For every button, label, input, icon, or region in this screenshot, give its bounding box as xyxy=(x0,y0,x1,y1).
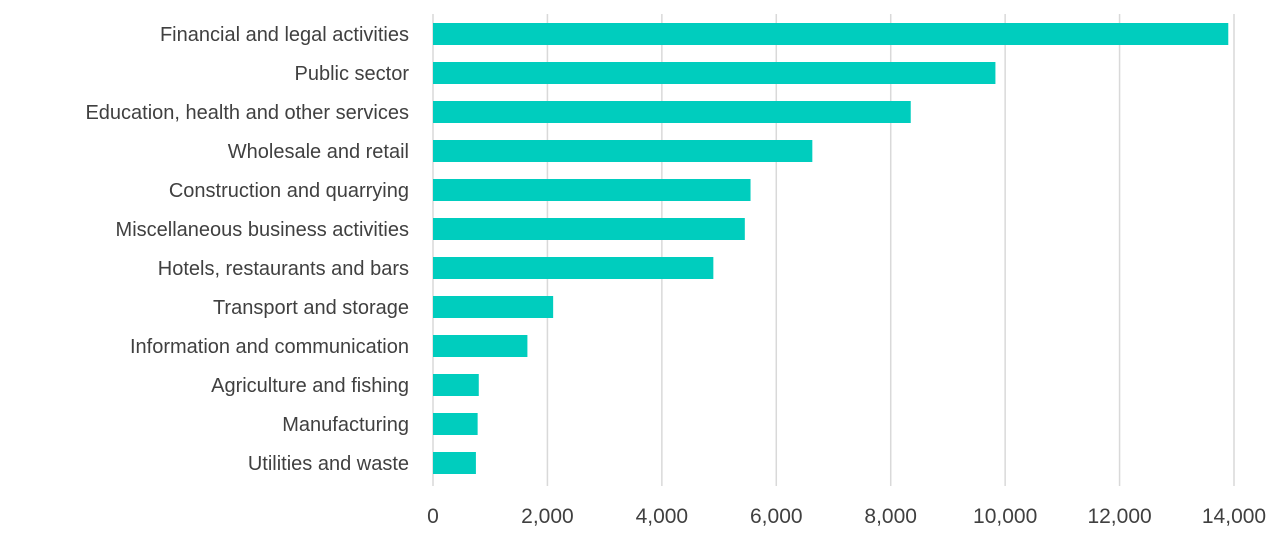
bar xyxy=(433,452,476,474)
x-tick-label: 2,000 xyxy=(521,505,574,528)
category-labels: Financial and legal activities Public sec… xyxy=(85,24,409,475)
category-label: Education, health and other services xyxy=(85,102,409,124)
bar xyxy=(433,140,813,162)
bar xyxy=(433,218,745,240)
bar xyxy=(433,335,528,357)
bar xyxy=(433,62,996,84)
category-label: Financial and legal activities xyxy=(160,24,409,46)
x-tick-label: 10,000 xyxy=(973,505,1037,528)
category-label: Utilities and waste xyxy=(248,453,409,475)
category-label: Information and communication xyxy=(130,336,409,358)
x-tick-label: 6,000 xyxy=(750,505,803,528)
category-label: Construction and quarrying xyxy=(169,180,409,202)
bar xyxy=(433,374,479,396)
category-label: Wholesale and retail xyxy=(228,141,409,163)
category-label: Miscellaneous business activities xyxy=(116,219,409,241)
category-label: Manufacturing xyxy=(282,414,409,436)
bars xyxy=(433,23,1229,474)
gridlines xyxy=(432,14,1235,486)
category-label: Hotels, restaurants and bars xyxy=(158,258,409,280)
bar xyxy=(433,23,1229,45)
x-axis-tick-labels: 0 2,000 4,000 6,000 8,000 10,000 12,000 14,000 xyxy=(427,505,1266,528)
x-tick-label: 12,000 xyxy=(1087,505,1151,528)
x-tick-label: 4,000 xyxy=(636,505,689,528)
category-label: Transport and storage xyxy=(213,297,409,319)
bar xyxy=(433,413,478,435)
x-tick-label: 8,000 xyxy=(864,505,917,528)
category-label: Public sector xyxy=(295,63,410,85)
x-tick-label: 14,000 xyxy=(1202,505,1266,528)
category-label: Agriculture and fishing xyxy=(211,375,409,397)
bar xyxy=(433,179,751,201)
bar xyxy=(433,257,714,279)
bar xyxy=(433,296,554,318)
x-tick-label: 0 xyxy=(427,505,439,528)
bar xyxy=(433,101,911,123)
